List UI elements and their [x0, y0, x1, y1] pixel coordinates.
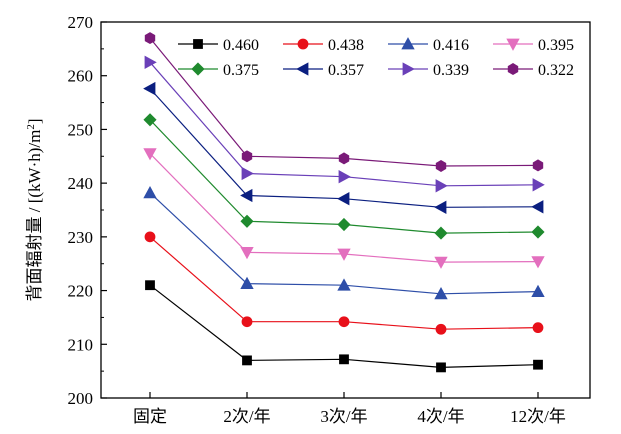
data-point: [143, 113, 157, 127]
legend-marker: [296, 62, 309, 76]
series-line-6: [149, 61, 539, 187]
series-line-5: [149, 88, 539, 208]
legend-item: 0.460: [178, 37, 259, 54]
legend-marker: [507, 63, 519, 75]
data-point: [240, 246, 254, 260]
data-point: [434, 286, 448, 300]
data-point: [143, 81, 156, 96]
data-point: [241, 316, 253, 328]
legend-marker: [401, 37, 415, 50]
x-tick-label: 12次/年: [510, 407, 566, 426]
y-tick-label: 260: [68, 67, 94, 86]
legend-marker: [402, 62, 415, 76]
data-point: [434, 226, 448, 240]
legend-label: 0.438: [328, 37, 364, 54]
data-point: [144, 32, 156, 45]
data-point: [242, 355, 252, 366]
y-axis-label: 背面辐射量 / [(kW·h)/m2]: [25, 118, 44, 301]
data-point: [338, 316, 350, 328]
legend-item: 0.416: [388, 37, 469, 54]
series-line-3: [149, 153, 539, 263]
data-point: [338, 170, 351, 184]
data-point: [435, 160, 447, 172]
y-axis: 200 210 220 230 240 250 260 270: [68, 13, 107, 408]
series-line-7: [149, 37, 539, 167]
legend-marker: [193, 39, 203, 49]
data-point: [337, 217, 351, 232]
x-tick-label: 固定: [133, 407, 167, 426]
data-point: [531, 284, 545, 298]
y-tick-label: 210: [68, 335, 94, 354]
y-axis-label-close: ]: [25, 118, 44, 124]
y-tick-label: 230: [68, 228, 94, 247]
legend-label: 0.375: [223, 62, 259, 79]
data-point: [531, 256, 545, 269]
legend-item: 0.322: [493, 62, 574, 79]
legend-label: 0.339: [433, 62, 469, 79]
data-point: [337, 278, 351, 291]
legend-label: 0.460: [223, 37, 259, 54]
data-point: [240, 188, 253, 203]
legend-item: 0.395: [493, 37, 574, 54]
data-point: [532, 322, 544, 334]
data-point: [531, 200, 544, 214]
data-point: [240, 276, 254, 290]
data-point: [533, 359, 543, 370]
x-tick-label: 2次/年: [223, 407, 270, 426]
data-point: [532, 159, 544, 172]
data-point: [434, 256, 448, 269]
data-point: [436, 362, 446, 373]
legend-marker: [191, 62, 205, 76]
x-tick-label: 3次/年: [320, 407, 367, 426]
data-point: [338, 152, 350, 165]
series-markers: [143, 32, 545, 373]
data-point: [339, 354, 349, 365]
data-point: [143, 148, 157, 161]
legend-label: 0.416: [433, 37, 469, 54]
y-tick-label: 240: [68, 174, 94, 193]
x-tick-label: 4次/年: [417, 407, 464, 426]
legend-label: 0.357: [328, 62, 364, 79]
data-point: [435, 323, 447, 335]
data-point: [337, 192, 350, 206]
data-point: [240, 214, 254, 228]
y-axis-label-main: 背面辐射量 / [(kW·h)/m: [25, 130, 44, 302]
data-point: [241, 166, 254, 181]
legend-item: 0.375: [178, 62, 259, 79]
data-point: [531, 225, 545, 239]
y-tick-label: 200: [68, 389, 94, 408]
y-axis-label-superscript: 2: [25, 124, 37, 130]
data-point: [144, 231, 156, 243]
data-point: [145, 280, 155, 291]
legend-item: 0.438: [283, 37, 364, 54]
legend-label: 0.322: [538, 62, 574, 79]
data-point: [435, 179, 448, 193]
data-point: [337, 248, 351, 261]
legend-marker: [297, 38, 309, 50]
legend-marker: [506, 38, 520, 51]
y-tick-label: 250: [68, 120, 94, 139]
data-point: [144, 55, 157, 69]
legend-item: 0.339: [388, 62, 469, 79]
legend: 0.460 0.438 0.416 0.395 0.375 0.357 0.339 0.322: [178, 37, 574, 79]
y-tick-label: 220: [68, 282, 94, 301]
y-tick-label: 270: [68, 13, 94, 32]
data-point: [143, 185, 157, 199]
data-point: [434, 200, 447, 214]
legend-label: 0.395: [538, 37, 574, 54]
data-point: [532, 178, 545, 192]
x-axis: 固定 2次/年 3次/年 4次/年 12次/年: [133, 392, 566, 426]
data-point: [241, 150, 253, 163]
legend-item: 0.357: [283, 62, 364, 79]
